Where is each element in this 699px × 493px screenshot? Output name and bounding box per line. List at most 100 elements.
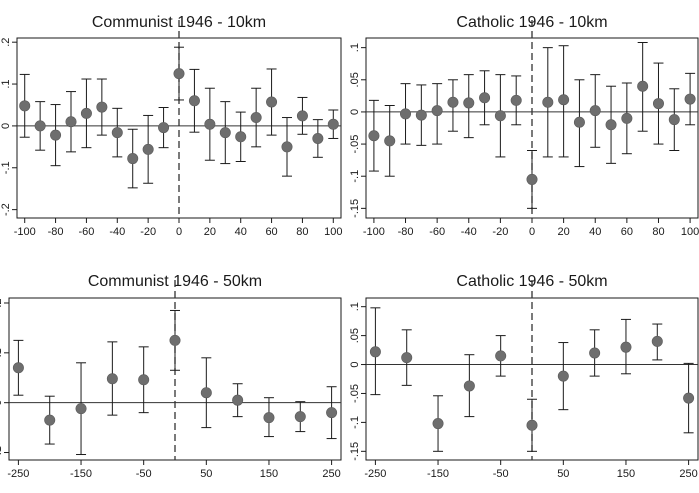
y-tick-label: -.1 xyxy=(0,161,12,174)
point-estimate xyxy=(369,346,381,358)
y-tick-label: .1 xyxy=(0,348,4,357)
x-tick-label: -150 xyxy=(70,468,92,480)
x-tick-label: 0 xyxy=(529,226,535,238)
point-estimate xyxy=(250,112,262,124)
y-tick-label: -.2 xyxy=(0,203,12,216)
x-tick-label: 40 xyxy=(235,226,247,238)
x-tick-label: 40 xyxy=(589,226,601,238)
point-estimate xyxy=(158,122,170,134)
point-estimate xyxy=(683,392,695,404)
x-tick-label: -100 xyxy=(14,226,36,238)
point-estimate xyxy=(684,93,696,105)
y-tick-label: 0 xyxy=(349,109,361,115)
point-estimate xyxy=(327,118,339,130)
point-estimate xyxy=(494,110,506,122)
y-tick-label: .05 xyxy=(349,72,361,87)
point-estimate xyxy=(111,127,123,139)
point-estimate xyxy=(542,96,554,108)
x-tick-label: -40 xyxy=(461,226,477,238)
x-tick-label: -20 xyxy=(492,226,508,238)
y-tick-label: 0 xyxy=(349,361,361,367)
point-estimate xyxy=(401,352,413,364)
point-estimate xyxy=(50,129,62,141)
x-tick-label: 100 xyxy=(324,226,342,238)
point-estimate xyxy=(463,380,475,392)
y-tick-label: -.05 xyxy=(349,135,361,154)
x-tick-label: -80 xyxy=(398,226,414,238)
x-tick-label: 80 xyxy=(652,226,664,238)
point-estimate xyxy=(263,412,275,424)
point-estimate xyxy=(80,107,92,119)
panel-2: Catholic 1946 - 10km-.15-.1-.050.05.1-10… xyxy=(349,14,699,238)
point-estimate xyxy=(65,116,77,128)
y-tick-label: 0 xyxy=(0,123,12,129)
x-tick-label: 50 xyxy=(557,468,569,480)
x-tick-label: 80 xyxy=(296,226,308,238)
point-estimate xyxy=(432,418,444,430)
y-tick-label: .2 xyxy=(0,38,12,47)
x-tick-label: -60 xyxy=(429,226,445,238)
x-tick-label: -250 xyxy=(364,468,386,480)
x-tick-label: -150 xyxy=(427,468,449,480)
point-estimate xyxy=(526,173,538,185)
y-tick-label: -.15 xyxy=(349,442,361,461)
x-tick-label: -50 xyxy=(136,468,152,480)
point-estimate xyxy=(589,105,601,117)
x-tick-label: -60 xyxy=(78,226,94,238)
point-estimate xyxy=(589,347,601,359)
point-estimate xyxy=(620,341,632,353)
x-tick-label: 20 xyxy=(204,226,216,238)
x-tick-label: 20 xyxy=(557,226,569,238)
panel-3: Communist 1946 - 50km-.10.1.2-250-150-50… xyxy=(0,273,342,480)
point-estimate xyxy=(510,94,522,106)
point-estimate xyxy=(34,120,46,132)
x-tick-label: 60 xyxy=(265,226,277,238)
point-estimate xyxy=(621,112,633,124)
x-tick-label: 150 xyxy=(617,468,635,480)
point-estimate xyxy=(235,131,247,143)
point-estimate xyxy=(651,335,663,347)
point-estimate xyxy=(142,143,154,155)
point-estimate xyxy=(75,403,87,415)
x-tick-label: 100 xyxy=(681,226,699,238)
y-tick-label: -.1 xyxy=(349,170,361,183)
panel-4: Catholic 1946 - 50km-.15-.1-.050.05.1-25… xyxy=(349,273,699,480)
x-tick-label: -100 xyxy=(363,226,385,238)
point-estimate xyxy=(44,414,56,426)
point-estimate xyxy=(296,110,308,122)
x-tick-label: -250 xyxy=(7,468,29,480)
point-estimate xyxy=(526,419,538,431)
y-tick-label: -.1 xyxy=(349,416,361,429)
point-estimate xyxy=(415,109,427,121)
point-estimate xyxy=(219,127,231,139)
x-tick-label: 250 xyxy=(322,468,340,480)
y-tick-label: 0 xyxy=(0,400,4,406)
point-estimate xyxy=(188,95,200,107)
y-tick-label: .1 xyxy=(349,43,361,52)
y-tick-label: -.05 xyxy=(349,384,361,403)
point-estimate xyxy=(294,411,306,423)
x-tick-label: 250 xyxy=(679,468,697,480)
x-tick-label: -50 xyxy=(493,468,509,480)
point-estimate xyxy=(479,92,491,104)
point-estimate xyxy=(19,100,31,112)
point-estimate xyxy=(326,407,338,419)
point-estimate xyxy=(447,96,459,108)
point-estimate xyxy=(558,94,570,106)
point-estimate xyxy=(431,105,443,117)
point-estimate xyxy=(96,101,108,113)
point-estimate xyxy=(204,118,216,130)
x-tick-label: 50 xyxy=(200,468,212,480)
point-estimate xyxy=(12,362,24,374)
point-estimate xyxy=(266,96,278,108)
y-tick-label: .1 xyxy=(0,79,12,88)
point-estimate xyxy=(232,394,244,406)
point-estimate xyxy=(400,108,412,120)
point-estimate xyxy=(200,387,212,399)
point-estimate xyxy=(138,374,150,386)
panel-1: Communist 1946 - 10km-.2-.10.1.2-100 -80-… xyxy=(0,14,342,238)
point-estimate xyxy=(605,119,617,131)
y-tick-label: .1 xyxy=(349,302,361,311)
point-estimate xyxy=(557,370,569,382)
point-estimate xyxy=(127,153,139,165)
